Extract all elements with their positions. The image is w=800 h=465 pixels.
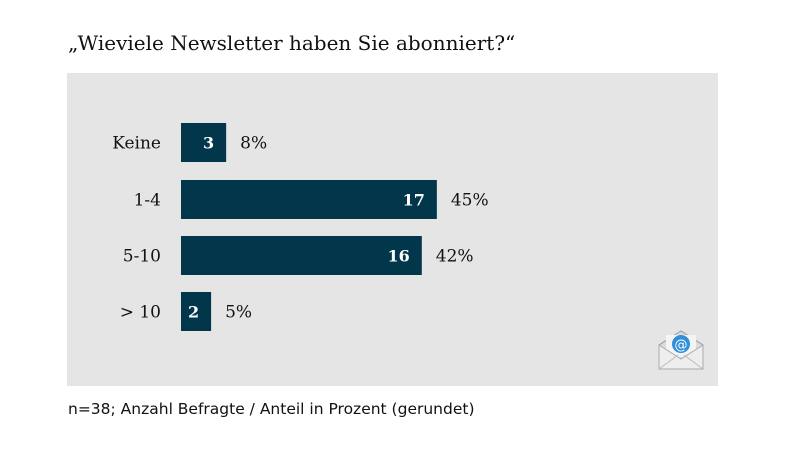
chart-note: n=38; Anzahl Befragte / Anteil in Prozen… bbox=[68, 400, 475, 418]
percent-label: 8% bbox=[240, 134, 267, 154]
bar bbox=[181, 123, 227, 162]
percent-label: 42% bbox=[436, 247, 474, 267]
bar-value-label: 2 bbox=[188, 303, 199, 322]
bar bbox=[181, 236, 422, 275]
bar bbox=[181, 180, 437, 219]
chart-title: „Wieviele Newsletter haben Sie abonniert… bbox=[68, 31, 516, 55]
bar bbox=[181, 292, 212, 331]
chart-panel bbox=[67, 73, 718, 386]
percent-label: 45% bbox=[451, 191, 489, 211]
percent-label: 5% bbox=[225, 303, 252, 323]
category-label: 5-10 bbox=[123, 247, 161, 267]
svg-text:@: @ bbox=[675, 338, 688, 353]
category-label: Keine bbox=[112, 134, 161, 154]
category-label: 1-4 bbox=[134, 191, 161, 211]
bar-value-label: 16 bbox=[388, 247, 410, 266]
bar-value-label: 3 bbox=[203, 134, 214, 153]
category-label: > 10 bbox=[120, 303, 161, 323]
bar-value-label: 17 bbox=[403, 191, 425, 210]
